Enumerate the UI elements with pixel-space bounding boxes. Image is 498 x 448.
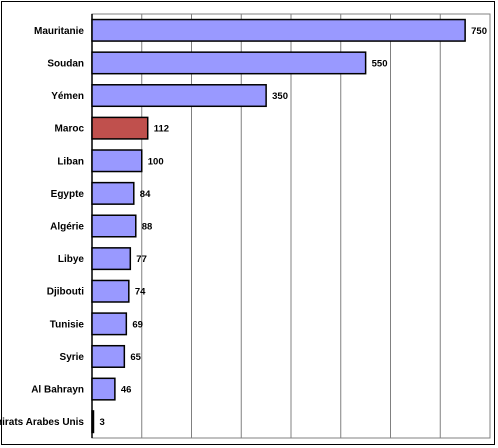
category-label: Al Bahrayn xyxy=(31,385,84,396)
value-label: 69 xyxy=(132,319,143,330)
value-label: 750 xyxy=(471,26,487,37)
value-label: 46 xyxy=(121,385,132,396)
category-label: Maroc xyxy=(55,124,85,135)
category-label: Soudan xyxy=(47,58,84,69)
bar-maroc xyxy=(91,116,149,140)
category-label: Algérie xyxy=(50,222,84,233)
category-label: Tunisie xyxy=(50,319,85,330)
value-label: 3 xyxy=(99,417,104,428)
bar-liban xyxy=(91,149,143,173)
value-label: 550 xyxy=(372,58,388,69)
bars xyxy=(91,18,466,434)
bar-emirats-arabes-unis xyxy=(91,410,95,434)
bar-soudan xyxy=(91,51,367,75)
bar-y-men xyxy=(91,84,267,108)
value-label: 112 xyxy=(154,124,169,135)
value-label: 77 xyxy=(136,254,147,265)
bar-egypte xyxy=(91,181,135,205)
bar-djibouti xyxy=(91,279,130,303)
bar-libye xyxy=(91,247,132,271)
value-label: 88 xyxy=(142,222,153,233)
category-label: Libye xyxy=(58,254,85,265)
category-label: Djibouti xyxy=(47,287,84,298)
bar-alg-rie xyxy=(91,214,137,238)
category-label: Syrie xyxy=(60,352,85,363)
labels: Mauritanie 750 Soudan 550 Yémen 350 Maroc 112 Li… xyxy=(0,26,487,428)
value-label: 74 xyxy=(135,287,146,298)
bar-tunisie xyxy=(91,312,128,336)
bar-mauritanie xyxy=(91,18,466,42)
value-label: 84 xyxy=(140,189,151,200)
category-label: Liban xyxy=(57,156,84,167)
category-label: Egypte xyxy=(51,189,85,200)
category-label: Emirats Arabes Unis xyxy=(0,417,84,428)
category-label: Yémen xyxy=(51,91,84,102)
category-label: Mauritanie xyxy=(34,26,84,37)
bar-syrie xyxy=(91,344,126,368)
value-label: 350 xyxy=(272,91,288,102)
value-label: 100 xyxy=(148,156,164,167)
value-label: 65 xyxy=(130,352,141,363)
bar-al-bahrayn xyxy=(91,377,116,401)
